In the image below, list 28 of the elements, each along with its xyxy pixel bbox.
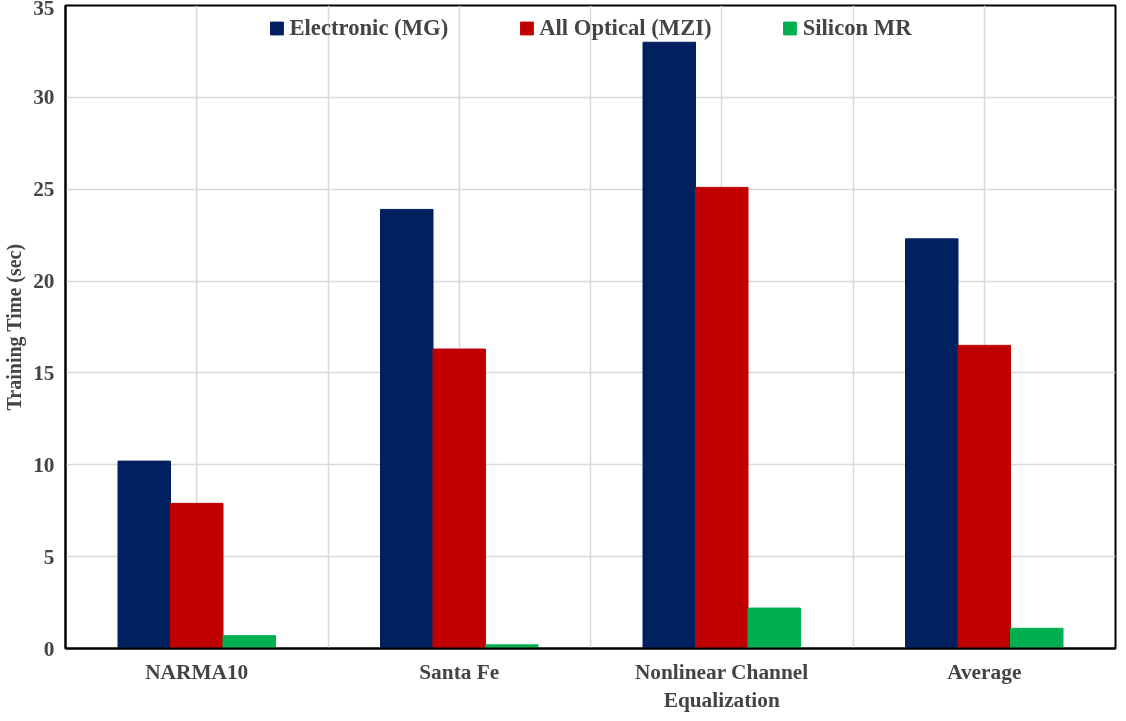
bar — [170, 502, 224, 649]
bar — [905, 238, 959, 649]
bar — [222, 635, 276, 649]
x-tick-label: Santa Fe — [419, 659, 500, 684]
y-tick-label: 20 — [33, 269, 55, 294]
bar — [747, 607, 801, 649]
y-tick-label: 15 — [33, 360, 55, 385]
y-tick-label: 0 — [43, 636, 55, 661]
x-tick-label: Average — [947, 659, 1022, 684]
bar — [117, 460, 171, 649]
x-tick-label: Nonlinear Channel Equalization — [634, 659, 809, 713]
y-tick-label: 5 — [43, 544, 55, 569]
legend-label: All Optical (MZI) — [539, 15, 712, 41]
y-tick-label: 10 — [33, 452, 55, 477]
y-axis-title: Training Time (sec) — [3, 243, 27, 411]
y-tick-label: 35 — [33, 0, 55, 20]
bar — [380, 208, 434, 649]
bar — [1010, 627, 1064, 649]
legend-label: Electronic (MG) — [289, 15, 449, 41]
bar — [642, 41, 696, 649]
bar — [485, 644, 539, 649]
bar — [957, 344, 1011, 649]
bar — [432, 348, 486, 649]
legend-label: Silicon MR — [802, 15, 912, 41]
x-tick-label: NARMA10 — [145, 659, 249, 684]
y-tick-label: 30 — [33, 85, 55, 110]
bar — [695, 186, 749, 649]
y-tick-label: 25 — [33, 177, 55, 202]
